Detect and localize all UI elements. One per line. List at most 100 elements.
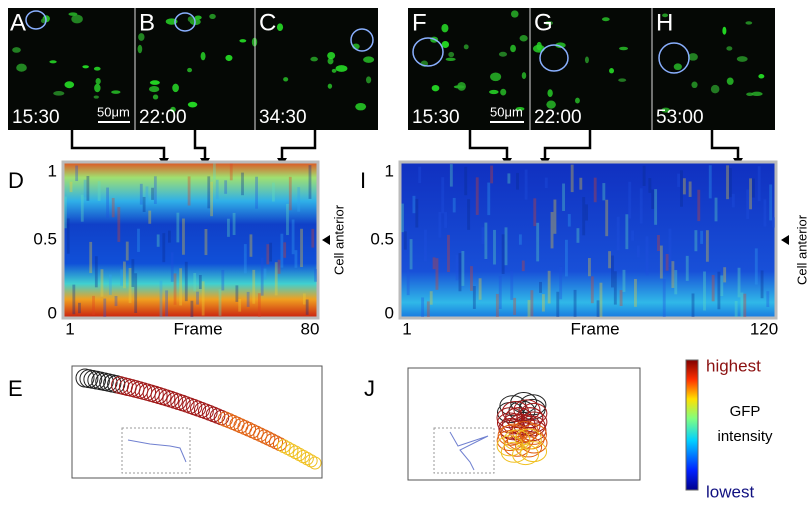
panel-letter: H bbox=[656, 9, 673, 36]
cell bbox=[137, 44, 143, 54]
panel-letter: B bbox=[139, 9, 155, 36]
heatmap-texture bbox=[590, 276, 594, 304]
heatmap-texture bbox=[229, 163, 233, 181]
heatmap-texture bbox=[749, 178, 752, 210]
heatmap-texture bbox=[711, 274, 715, 302]
heatmap-texture bbox=[444, 212, 448, 228]
cell bbox=[187, 16, 194, 23]
heatmap-texture bbox=[769, 184, 773, 221]
cell bbox=[688, 53, 698, 61]
heatmap-texture bbox=[654, 189, 658, 225]
cell bbox=[441, 23, 449, 33]
cell bbox=[194, 15, 202, 20]
panel-letter: C bbox=[259, 9, 276, 36]
heatmap-texture bbox=[131, 259, 135, 287]
trajectory-circle bbox=[515, 436, 543, 458]
heatmap-texture bbox=[263, 268, 267, 280]
cell bbox=[448, 51, 455, 58]
panel-letter: F bbox=[412, 9, 427, 36]
heatmap-texture bbox=[772, 217, 775, 228]
heatmap-texture bbox=[731, 193, 735, 208]
heatmap-texture bbox=[314, 268, 317, 282]
heatmap-texture bbox=[452, 197, 456, 213]
heatmap-texture bbox=[426, 301, 430, 317]
heatmap-texture bbox=[218, 289, 222, 316]
trajectory-circle bbox=[304, 454, 318, 468]
cell bbox=[111, 90, 121, 94]
heatmap-texture bbox=[83, 179, 87, 198]
heatmap-texture bbox=[458, 253, 462, 292]
heatmap-texture bbox=[622, 269, 626, 292]
cell bbox=[515, 106, 525, 111]
heatmap-texture bbox=[204, 228, 208, 256]
heatmap-texture bbox=[151, 187, 154, 200]
heatmap-texture bbox=[585, 204, 588, 221]
heatmap-texture bbox=[714, 197, 718, 222]
heatmap-texture bbox=[481, 227, 485, 245]
cell bbox=[758, 74, 765, 79]
trajectory-circle bbox=[512, 444, 540, 466]
y-tick-label: 1 bbox=[48, 161, 57, 180]
heatmap-texture bbox=[409, 239, 413, 270]
heatmap-texture bbox=[212, 163, 216, 180]
heatmap-texture bbox=[184, 261, 188, 302]
heatmap-texture bbox=[694, 230, 698, 252]
cell bbox=[441, 41, 450, 49]
heatmap-texture bbox=[708, 165, 712, 199]
heatmap-texture bbox=[746, 189, 750, 219]
heatmap-texture bbox=[198, 274, 202, 290]
heatmap-texture bbox=[94, 256, 98, 288]
heatmap-texture bbox=[128, 268, 132, 304]
cell bbox=[327, 83, 333, 89]
heatmap-texture bbox=[705, 230, 709, 262]
heatmap-texture bbox=[207, 176, 211, 209]
heatmap-texture bbox=[619, 290, 623, 307]
heatmap-texture bbox=[235, 285, 239, 302]
heatmap-texture bbox=[541, 294, 545, 312]
heatmap-texture bbox=[691, 293, 695, 317]
heatmap-texture bbox=[190, 300, 194, 317]
cell bbox=[609, 68, 615, 74]
trajectory-circle bbox=[500, 441, 528, 463]
heatmap-texture bbox=[513, 297, 517, 315]
trajectory-circle bbox=[503, 429, 531, 451]
heatmap-texture bbox=[403, 231, 407, 250]
heatmap-texture bbox=[294, 250, 298, 268]
heatmap-texture bbox=[510, 270, 514, 300]
heatmap-texture bbox=[269, 242, 273, 262]
scale-bar-label: 50μm bbox=[490, 104, 523, 119]
image-strip bbox=[408, 8, 775, 130]
heatmap-texture bbox=[516, 172, 519, 190]
cell bbox=[673, 63, 682, 71]
heatmap-texture bbox=[648, 178, 652, 193]
cell bbox=[431, 84, 440, 92]
cell bbox=[94, 83, 101, 93]
cell bbox=[722, 26, 727, 35]
heatmap-texture bbox=[677, 173, 681, 187]
cell bbox=[500, 88, 507, 96]
cell bbox=[310, 56, 318, 62]
heatmap-texture bbox=[117, 207, 121, 242]
heatmap-texture bbox=[266, 244, 270, 265]
heatmap-texture bbox=[193, 273, 197, 292]
timestamp: 15:30 bbox=[412, 107, 460, 128]
cells bbox=[12, 10, 765, 113]
heatmap-texture bbox=[467, 199, 471, 230]
heatmap-texture bbox=[201, 281, 205, 316]
cell bbox=[726, 77, 734, 85]
x-axis-label: Frame bbox=[173, 319, 222, 338]
x-tick-label: 1 bbox=[402, 319, 411, 338]
cell bbox=[751, 91, 763, 97]
heatmap-texture bbox=[498, 275, 502, 309]
heatmap-texture bbox=[493, 229, 496, 265]
heatmap-texture bbox=[187, 176, 191, 206]
heatmap-texture bbox=[754, 248, 758, 285]
cell bbox=[544, 20, 554, 26]
heatmap-texture bbox=[106, 187, 109, 218]
cell bbox=[82, 65, 89, 69]
heatmap-texture bbox=[447, 234, 450, 273]
heatmap-texture bbox=[103, 298, 107, 317]
heatmap-texture bbox=[766, 291, 770, 308]
heatmap-texture bbox=[461, 250, 465, 286]
cell bbox=[148, 86, 160, 93]
